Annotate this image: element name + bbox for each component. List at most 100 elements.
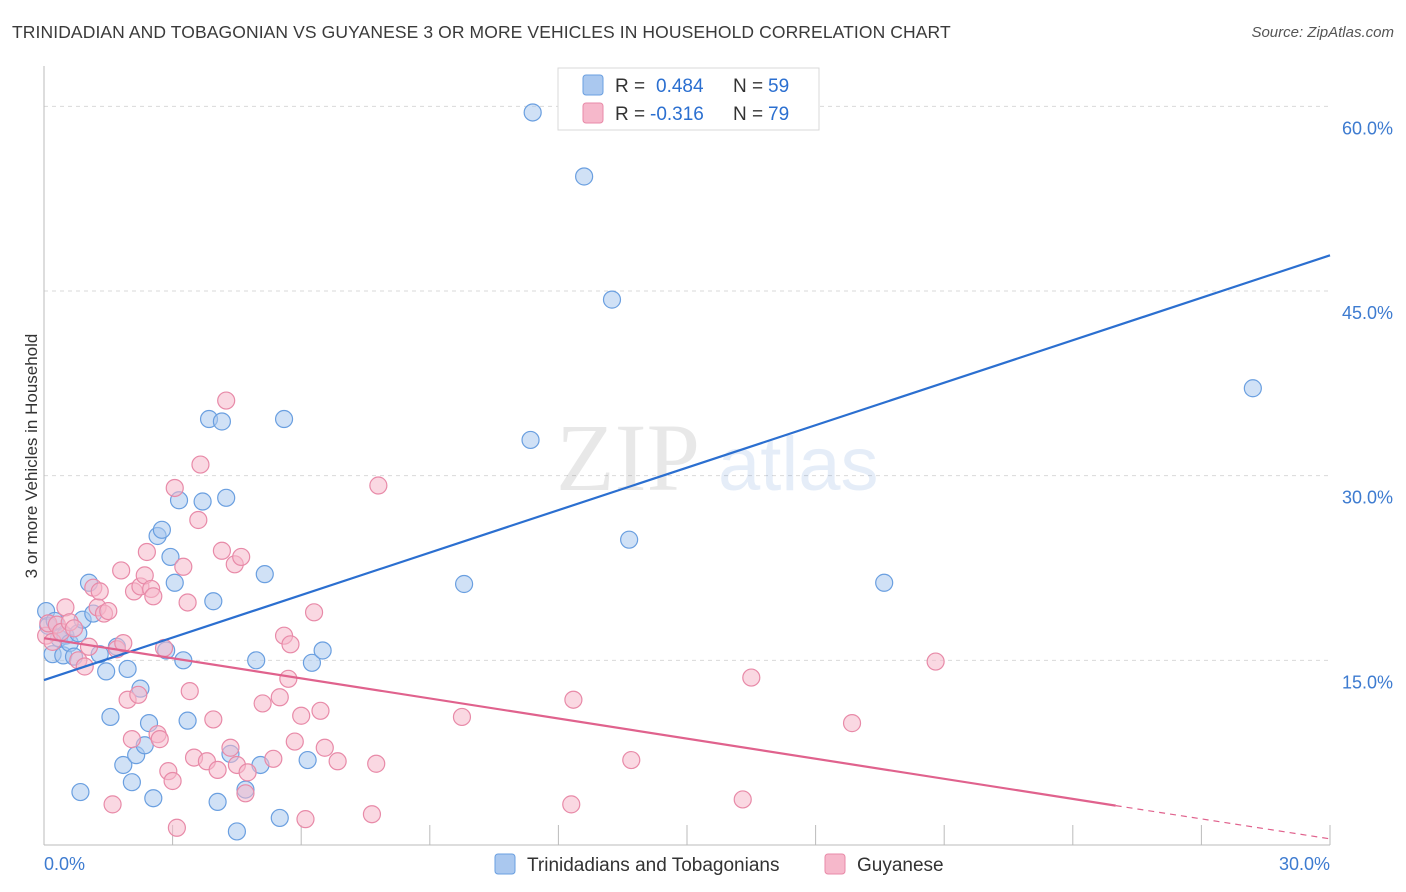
trinidadian-point: [270, 808, 289, 828]
trinidadian-point: [114, 755, 133, 775]
guyanese-point: [90, 582, 109, 601]
series-legend: Trinidadians and Tobagonians Guyanese: [494, 853, 944, 876]
trinidadian-point: [212, 412, 231, 431]
guyanese-point: [137, 542, 156, 562]
guyanese-point: [285, 732, 304, 751]
legend-n-label-1: N =: [733, 76, 763, 97]
guyanese-point: [236, 784, 255, 803]
guyanese-point: [315, 738, 334, 757]
trinidadian-point: [101, 707, 120, 727]
grid-layer: [44, 105, 1330, 661]
guyanese-point: [238, 763, 257, 782]
trinidadian-point: [274, 409, 294, 429]
watermark-atlas: atlas: [718, 422, 879, 507]
guyanese-point: [564, 690, 583, 709]
guyanese-point: [232, 547, 251, 567]
trinidadian-point: [575, 167, 594, 186]
guyanese-point: [180, 682, 199, 701]
trinidadian-point: [247, 651, 266, 670]
trinidadian-point: [193, 492, 212, 511]
legend-n-value-1: 59: [768, 76, 789, 97]
guyanese-point: [103, 795, 122, 814]
trinidadian-point: [152, 520, 171, 539]
guyanese-point: [264, 749, 283, 768]
bottom-legend-label-guyanese: Guyanese: [857, 855, 944, 876]
guyanese-point: [292, 706, 311, 725]
guyanese-point: [296, 810, 315, 829]
trinidadian-point: [161, 547, 180, 567]
guyanese-point: [253, 694, 272, 713]
guyanese-point: [926, 652, 945, 671]
y-tick-label: 60.0%: [1342, 118, 1393, 138]
guyanese-point: [311, 701, 330, 720]
legend-swatch-trinidadian: [582, 74, 604, 96]
trinidadian-point: [523, 103, 542, 122]
guyanese-point: [281, 635, 300, 654]
trinidadian-point: [1243, 379, 1262, 398]
guyanese-point: [304, 603, 324, 622]
trinidadian-point: [454, 574, 474, 594]
legend-r-value-2: -0.316: [650, 104, 704, 125]
guyanese-point: [562, 795, 581, 814]
trinidadian-point: [227, 822, 246, 841]
watermark: ZIP atlas: [556, 404, 879, 511]
chart-title: TRINIDADIAN AND TOBAGONIAN VS GUYANESE 3…: [12, 22, 951, 42]
guyanese-point: [217, 391, 236, 410]
trinidadian-point: [165, 573, 184, 592]
legend-n-label-2: N =: [733, 104, 763, 125]
guyanese-point: [99, 601, 118, 621]
guyanese-point: [328, 752, 347, 771]
guyanese-point: [622, 750, 641, 770]
guyanese-point: [733, 790, 752, 809]
guyanese-point: [221, 738, 240, 757]
legend-r-value-1: 0.484: [656, 76, 704, 97]
guyanese-point: [208, 760, 227, 780]
guyanese-point: [174, 557, 193, 576]
guyanese-point: [178, 593, 197, 612]
trinidadian-point: [144, 789, 163, 808]
guyanese-point: [842, 714, 862, 733]
guyanese-point: [165, 478, 184, 498]
x-tick-label: 0.0%: [44, 854, 85, 874]
bottom-swatch-guyanese: [824, 853, 846, 875]
legend-swatch-guyanese: [582, 102, 604, 124]
trinidadian-point: [118, 659, 137, 679]
y-tick-label: 45.0%: [1342, 303, 1393, 323]
bottom-swatch-trinidadian: [494, 853, 516, 875]
trinidadian-point: [71, 782, 90, 802]
guyanese-point: [279, 669, 298, 688]
guyanese-point: [367, 754, 386, 773]
trinidadian-point: [313, 641, 332, 660]
legend-r-label-1: R =: [615, 76, 645, 97]
guyanese-trend-line: [43, 637, 1116, 807]
guyanese-point: [150, 730, 169, 749]
trinidadian-point: [298, 750, 317, 770]
trend-layer: [43, 254, 1331, 840]
guyanese-point: [144, 587, 163, 606]
trinidadian-point: [122, 773, 141, 792]
guyanese-point: [742, 668, 761, 687]
trinidadian-point: [255, 565, 274, 584]
trinidadian-point: [204, 592, 223, 611]
legend-n-value-2: 79: [768, 104, 789, 125]
guyanese-point: [129, 685, 148, 704]
guyanese-point: [204, 710, 223, 729]
axis-layer: 15.0% 30.0% 45.0% 60.0% 0.0% 30.0%: [43, 66, 1393, 874]
trinidadian-trend-line: [43, 254, 1331, 682]
trinidadian-point: [302, 653, 322, 672]
guyanese-point: [64, 619, 84, 638]
guyanese-point: [189, 510, 208, 530]
guyanese-point: [452, 707, 472, 727]
guyanese-point: [167, 818, 186, 837]
trinidadian-point: [602, 290, 622, 309]
trinidadian-point: [97, 662, 116, 681]
trinidadian-point: [178, 711, 197, 730]
guyanese-point: [369, 476, 388, 495]
stats-legend: R = 0.484 N = 59 R = -0.316 N = 79: [557, 67, 820, 131]
guyanese-point: [191, 455, 210, 474]
source-label: Source: ZipAtlas.com: [1251, 24, 1394, 41]
legend-r-label-2: R =: [615, 104, 645, 125]
guyanese-trend-extension: [1115, 805, 1331, 840]
trinidadian-point: [208, 792, 227, 812]
